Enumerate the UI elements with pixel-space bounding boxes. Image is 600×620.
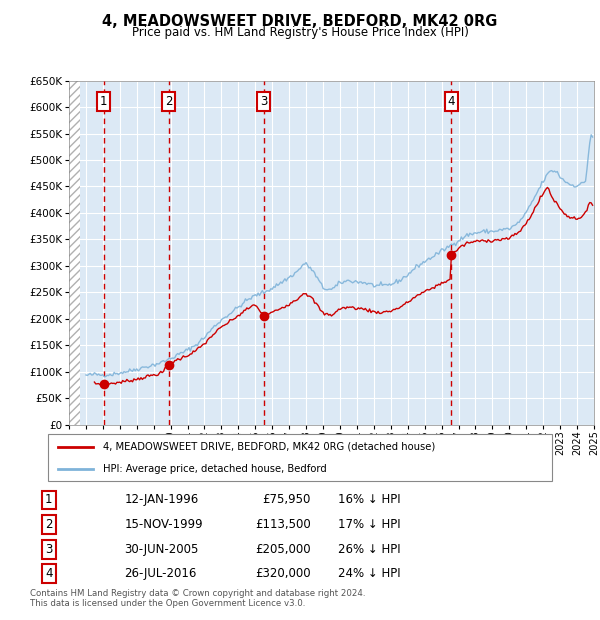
Text: 4, MEADOWSWEET DRIVE, BEDFORD, MK42 0RG: 4, MEADOWSWEET DRIVE, BEDFORD, MK42 0RG: [103, 14, 497, 29]
Text: 1: 1: [45, 494, 53, 507]
Text: 17% ↓ HPI: 17% ↓ HPI: [338, 518, 400, 531]
Text: Price paid vs. HM Land Registry's House Price Index (HPI): Price paid vs. HM Land Registry's House …: [131, 26, 469, 39]
FancyBboxPatch shape: [48, 434, 552, 481]
Text: 3: 3: [45, 542, 53, 556]
Bar: [69, 81, 80, 425]
Text: 4: 4: [45, 567, 53, 580]
Text: 2: 2: [165, 95, 172, 108]
Text: 24% ↓ HPI: 24% ↓ HPI: [338, 567, 400, 580]
Text: 1: 1: [100, 95, 107, 108]
Text: HPI: Average price, detached house, Bedford: HPI: Average price, detached house, Bedf…: [103, 464, 327, 474]
Text: 12-JAN-1996: 12-JAN-1996: [125, 494, 199, 507]
Text: 26-JUL-2016: 26-JUL-2016: [125, 567, 197, 580]
Text: £205,000: £205,000: [255, 542, 311, 556]
Text: Contains HM Land Registry data © Crown copyright and database right 2024.
This d: Contains HM Land Registry data © Crown c…: [30, 589, 365, 608]
Text: 26% ↓ HPI: 26% ↓ HPI: [338, 542, 400, 556]
Text: £320,000: £320,000: [255, 567, 311, 580]
Text: 2: 2: [45, 518, 53, 531]
Text: £75,950: £75,950: [262, 494, 311, 507]
Text: 16% ↓ HPI: 16% ↓ HPI: [338, 494, 400, 507]
Text: 30-JUN-2005: 30-JUN-2005: [125, 542, 199, 556]
Text: 3: 3: [260, 95, 268, 108]
Text: 15-NOV-1999: 15-NOV-1999: [125, 518, 203, 531]
Text: 4, MEADOWSWEET DRIVE, BEDFORD, MK42 0RG (detached house): 4, MEADOWSWEET DRIVE, BEDFORD, MK42 0RG …: [103, 441, 436, 451]
Text: £113,500: £113,500: [255, 518, 311, 531]
Text: 4: 4: [448, 95, 455, 108]
